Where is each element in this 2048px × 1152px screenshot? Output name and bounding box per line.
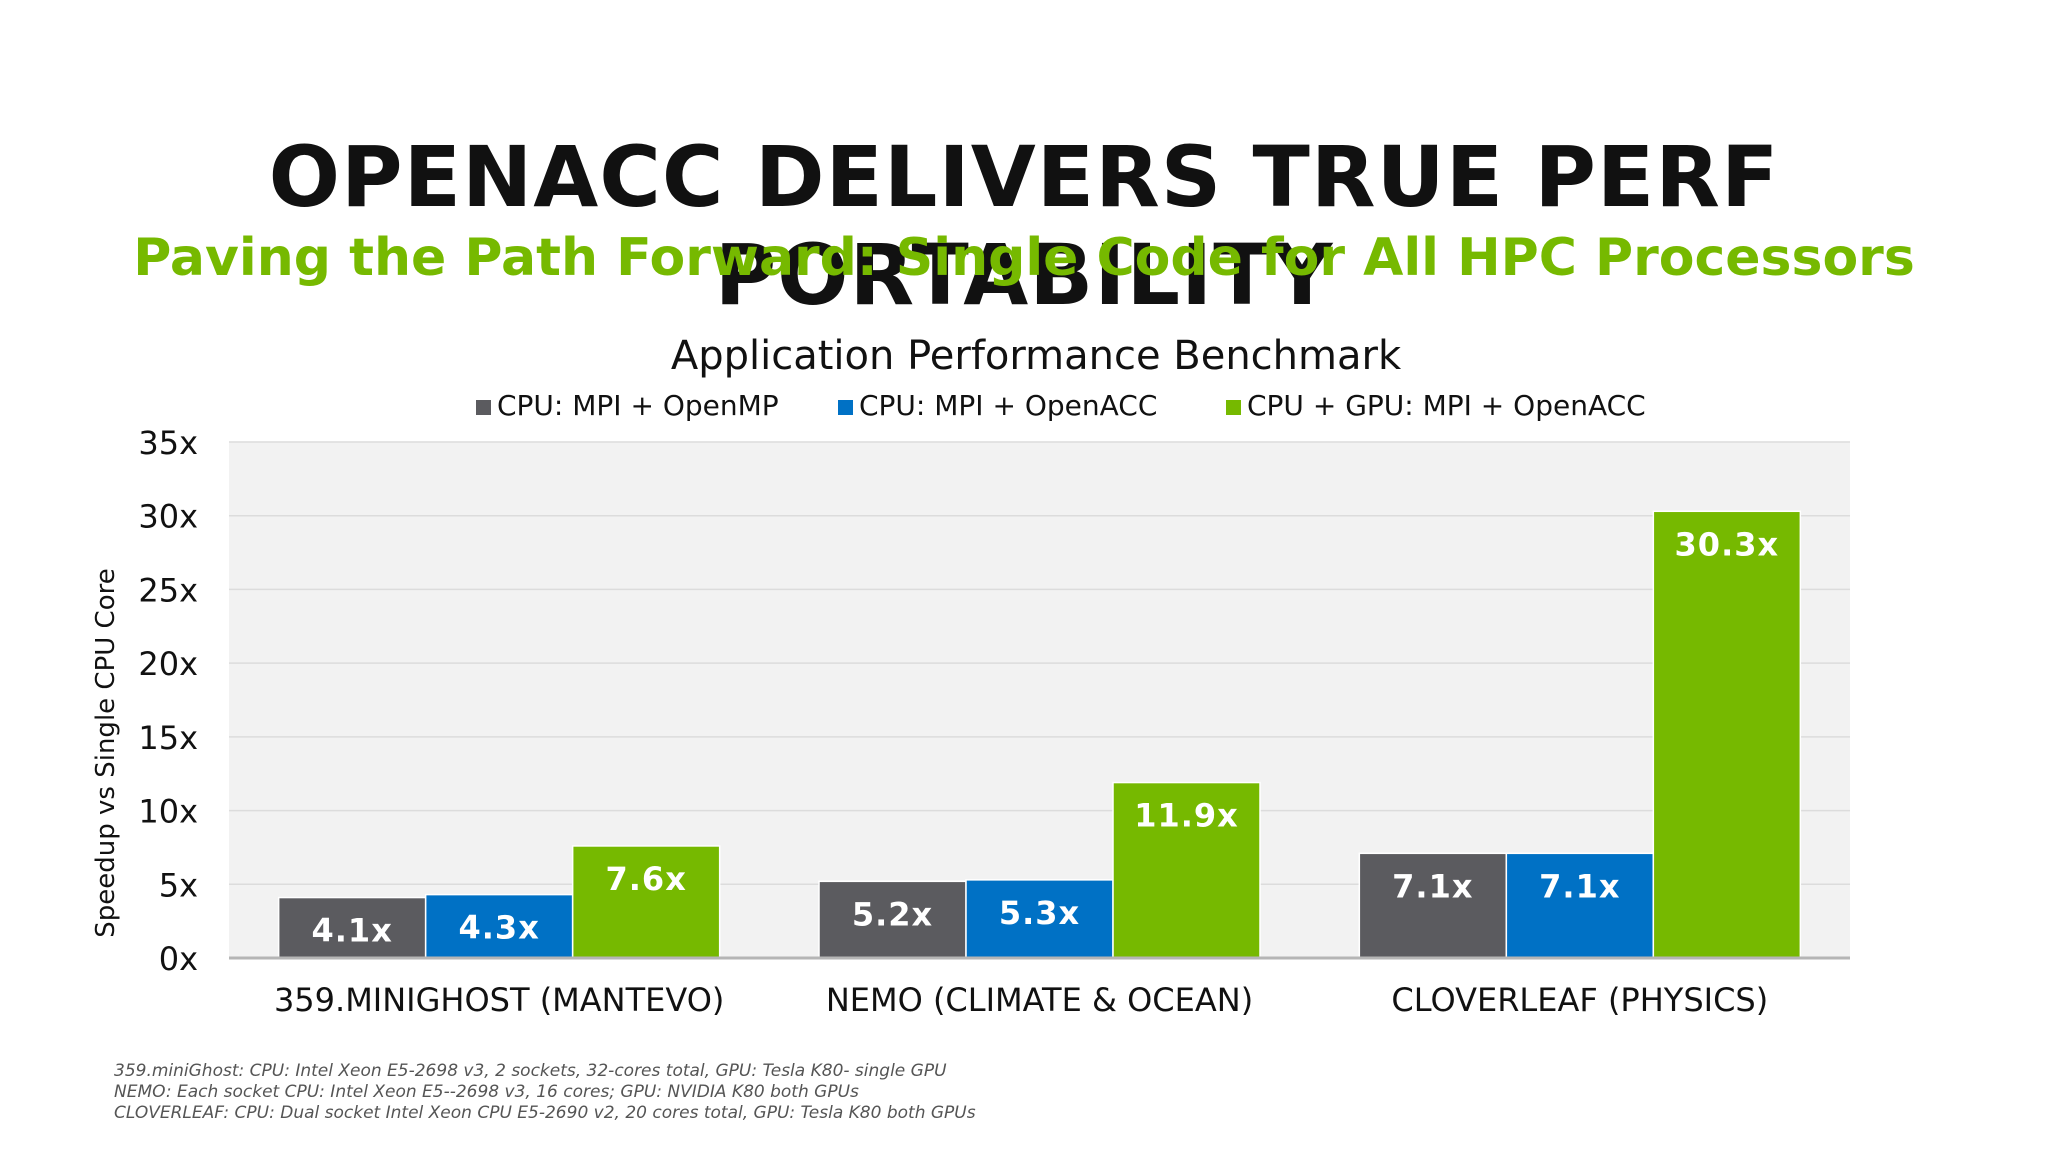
- data-label: 7.1x: [1392, 867, 1473, 905]
- footnote-nemo: NEMO: Each socket CPU: Intel Xeon E5--26…: [114, 1082, 859, 1102]
- bar: [1652, 510, 1802, 959]
- data-label: 7.6x: [606, 860, 687, 898]
- data-label: 5.3x: [999, 894, 1080, 932]
- legend-swatch: [1226, 400, 1241, 415]
- y-axis-label: Speedup vs Single CPU Core: [91, 568, 121, 937]
- y-tick-label: 20x: [138, 645, 198, 683]
- bar: [277, 896, 427, 959]
- y-tick-label: 5x: [159, 866, 198, 904]
- y-tick-label: 25x: [138, 571, 198, 609]
- data-label: 30.3x: [1675, 525, 1780, 563]
- data-label: 7.1x: [1539, 867, 1620, 905]
- y-tick-label: 15x: [138, 719, 198, 757]
- data-label: 4.3x: [459, 909, 540, 947]
- bar: [1505, 852, 1655, 959]
- y-tick-label: 30x: [138, 498, 198, 536]
- data-label: 5.2x: [852, 895, 933, 933]
- x-category-label: NEMO (CLIMATE & OCEAN): [826, 981, 1253, 1019]
- bar: [965, 879, 1114, 959]
- footnote-cloverleaf: CLOVERLEAF: CPU: Dual socket Intel Xeon …: [114, 1103, 976, 1123]
- y-tick-label: 0x: [159, 940, 198, 978]
- y-tick-label: 10x: [138, 793, 198, 831]
- x-category-label: CLOVERLEAF (PHYSICS): [1391, 981, 1768, 1019]
- legend: CPU: MPI + OpenMP CPU: MPI + OpenACC CPU +…: [476, 389, 1646, 422]
- legend-label: CPU: MPI + OpenMP: [497, 389, 779, 422]
- chart-title: Application Performance Benchmark: [671, 333, 1402, 379]
- x-category-label: 359.MINIGHOST (MANTEVO): [274, 981, 724, 1019]
- data-label: 4.1x: [312, 912, 393, 950]
- legend-swatch: [838, 400, 853, 415]
- footnotes: 359.miniGhost: CPU: Intel Xeon E5-2698 v…: [114, 1061, 976, 1124]
- bar: [571, 845, 721, 959]
- bar: [424, 893, 574, 959]
- footnote-minighost: 359.miniGhost: CPU: Intel Xeon E5-2698 v…: [114, 1061, 947, 1081]
- legend-swatch: [476, 400, 491, 415]
- legend-label: CPU: MPI + OpenACC: [859, 389, 1157, 422]
- data-label: 11.9x: [1134, 797, 1239, 835]
- plot-area: 0x 5x 10x 15x 20x 25x 30x 35x 4.1x 4.3x 7.6x 359.MI…: [138, 424, 1850, 1019]
- slide-title: OPENACC DELIVERS TRUE PERF PORTABILITY: [268, 128, 1780, 324]
- bar: [1358, 852, 1508, 959]
- slide-subtitle: Paving the Path Forward: Single Code for…: [133, 228, 1915, 288]
- bar: [818, 880, 967, 959]
- legend-label: CPU + GPU: MPI + OpenACC: [1247, 389, 1646, 422]
- y-tick-label: 35x: [138, 424, 198, 462]
